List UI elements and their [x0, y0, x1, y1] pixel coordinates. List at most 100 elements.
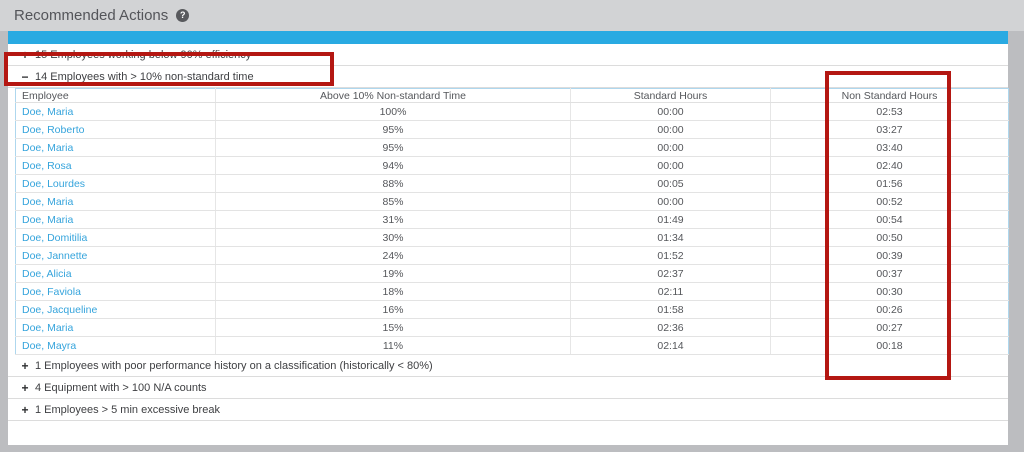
- table-header-row: Employee Above 10% Non-standard Time Sta…: [15, 88, 1009, 103]
- table-cell: 02:53: [770, 102, 1009, 121]
- table-cell: 88%: [215, 174, 571, 193]
- employee-link[interactable]: Doe, Maria: [22, 195, 74, 208]
- table-cell: 85%: [215, 192, 571, 211]
- table-cell: 24%: [215, 246, 571, 265]
- collapse-minus-icon: −: [21, 69, 29, 84]
- employee-link[interactable]: Doe, Mayra: [22, 339, 77, 352]
- employee-link[interactable]: Doe, Jacqueline: [22, 303, 98, 316]
- table-cell: 15%: [215, 318, 571, 337]
- cell-employee: Doe, Faviola: [15, 282, 216, 301]
- cell-employee: Doe, Maria: [15, 102, 216, 121]
- employee-link[interactable]: Doe, Faviola: [22, 285, 81, 298]
- employee-link[interactable]: Doe, Maria: [22, 213, 74, 226]
- employee-link[interactable]: Doe, Roberto: [22, 123, 85, 136]
- table-row: Doe, Maria 85% 00:00 00:52: [15, 192, 1009, 211]
- column-header-above-10: Above 10% Non-standard Time: [215, 88, 571, 103]
- table-row: Doe, Maria 31% 01:49 00:54: [15, 210, 1009, 229]
- section-label: 4 Equipment with > 100 N/A counts: [35, 381, 207, 394]
- cell-employee: Doe, Jacqueline: [15, 300, 216, 319]
- employee-link[interactable]: Doe, Maria: [22, 105, 74, 118]
- cell-employee: Doe, Roberto: [15, 120, 216, 139]
- section-label: 1 Employees > 5 min excessive break: [35, 403, 220, 416]
- table-cell: 01:52: [570, 246, 771, 265]
- column-header-employee: Employee: [15, 88, 216, 103]
- table-cell: 01:56: [770, 174, 1009, 193]
- help-icon[interactable]: ?: [176, 9, 190, 22]
- employee-link[interactable]: Doe, Maria: [22, 321, 74, 334]
- widget-title-bar: Recommended Actions ?: [0, 0, 1024, 31]
- employee-link[interactable]: Doe, Jannette: [22, 249, 88, 262]
- table-row: Doe, Rosa 94% 00:00 02:40: [15, 156, 1009, 175]
- table-cell: 00:00: [570, 102, 771, 121]
- table-row: Doe, Faviola 18% 02:11 00:30: [15, 282, 1009, 301]
- table-row: Doe, Jannette 24% 01:52 00:39: [15, 246, 1009, 265]
- section-excessive-break[interactable]: + 1 Employees > 5 min excessive break: [8, 399, 1008, 421]
- table-cell: 18%: [215, 282, 571, 301]
- table-cell: 00:50: [770, 228, 1009, 247]
- table-cell: 00:37: [770, 264, 1009, 283]
- table-cell: 00:39: [770, 246, 1009, 265]
- table-cell: 00:00: [570, 156, 771, 175]
- table-cell: 00:00: [570, 138, 771, 157]
- employee-link[interactable]: Doe, Maria: [22, 141, 74, 154]
- table-cell: 00:27: [770, 318, 1009, 337]
- table-cell: 95%: [215, 120, 571, 139]
- table-cell: 00:18: [770, 336, 1009, 355]
- table-cell: 95%: [215, 138, 571, 157]
- section-poor-performance-history[interactable]: + 1 Employees with poor performance hist…: [8, 355, 1008, 377]
- table-row: Doe, Mayra 11% 02:14 00:18: [15, 336, 1009, 355]
- cell-employee: Doe, Maria: [15, 192, 216, 211]
- table-row: Doe, Domitilia 30% 01:34 00:50: [15, 228, 1009, 247]
- recommended-actions-panel: + 15 Employees working below 90% efficie…: [8, 31, 1009, 445]
- table-cell: 94%: [215, 156, 571, 175]
- employee-link[interactable]: Doe, Lourdes: [22, 177, 86, 190]
- cell-employee: Doe, Maria: [15, 210, 216, 229]
- expand-plus-icon: +: [21, 358, 29, 373]
- cell-employee: Doe, Alicia: [15, 264, 216, 283]
- table-cell: 03:27: [770, 120, 1009, 139]
- section-non-standard-time[interactable]: − 14 Employees with > 10% non-standard t…: [8, 66, 1008, 88]
- column-header-standard-hours: Standard Hours: [570, 88, 771, 103]
- table-row: Doe, Maria 95% 00:00 03:40: [15, 138, 1009, 157]
- table-cell: 02:37: [570, 264, 771, 283]
- section-label: 15 Employees working below 90% efficienc…: [35, 48, 252, 61]
- table-cell: 02:36: [570, 318, 771, 337]
- section-equipment-na-counts[interactable]: + 4 Equipment with > 100 N/A counts: [8, 377, 1008, 399]
- employee-link[interactable]: Doe, Rosa: [22, 159, 72, 172]
- column-header-non-standard-hours: Non Standard Hours: [770, 88, 1009, 103]
- table-cell: 00:30: [770, 282, 1009, 301]
- table-cell: 01:34: [570, 228, 771, 247]
- table-row: Doe, Maria 15% 02:36 00:27: [15, 318, 1009, 337]
- employee-table-body: Doe, Maria 100% 00:00 02:53 Doe, Roberto 95% 0…: [15, 102, 1009, 355]
- table-cell: 03:40: [770, 138, 1009, 157]
- section-label: 1 Employees with poor performance histor…: [35, 359, 433, 372]
- table-cell: 01:58: [570, 300, 771, 319]
- section-below-90-efficiency[interactable]: + 15 Employees working below 90% efficie…: [8, 44, 1008, 66]
- employee-table: Employee Above 10% Non-standard Time Sta…: [15, 88, 1009, 355]
- table-cell: 31%: [215, 210, 571, 229]
- expand-plus-icon: +: [21, 47, 29, 62]
- cell-employee: Doe, Rosa: [15, 156, 216, 175]
- table-cell: 16%: [215, 300, 571, 319]
- table-cell: 19%: [215, 264, 571, 283]
- table-row: Doe, Lourdes 88% 00:05 01:56: [15, 174, 1009, 193]
- cell-employee: Doe, Maria: [15, 318, 216, 337]
- table-cell: 00:05: [570, 174, 771, 193]
- employee-link[interactable]: Doe, Alicia: [22, 267, 72, 280]
- cell-employee: Doe, Jannette: [15, 246, 216, 265]
- expand-plus-icon: +: [21, 402, 29, 417]
- table-cell: 00:54: [770, 210, 1009, 229]
- table-cell: 01:49: [570, 210, 771, 229]
- table-cell: 00:00: [570, 192, 771, 211]
- page-title: Recommended Actions: [14, 7, 169, 24]
- table-cell: 02:40: [770, 156, 1009, 175]
- employee-link[interactable]: Doe, Domitilia: [22, 231, 88, 244]
- table-cell: 00:26: [770, 300, 1009, 319]
- expand-plus-icon: +: [21, 380, 29, 395]
- cell-employee: Doe, Mayra: [15, 336, 216, 355]
- table-row: Doe, Jacqueline 16% 01:58 00:26: [15, 300, 1009, 319]
- table-cell: 11%: [215, 336, 571, 355]
- cell-employee: Doe, Lourdes: [15, 174, 216, 193]
- section-label: 14 Employees with > 10% non-standard tim…: [35, 70, 254, 83]
